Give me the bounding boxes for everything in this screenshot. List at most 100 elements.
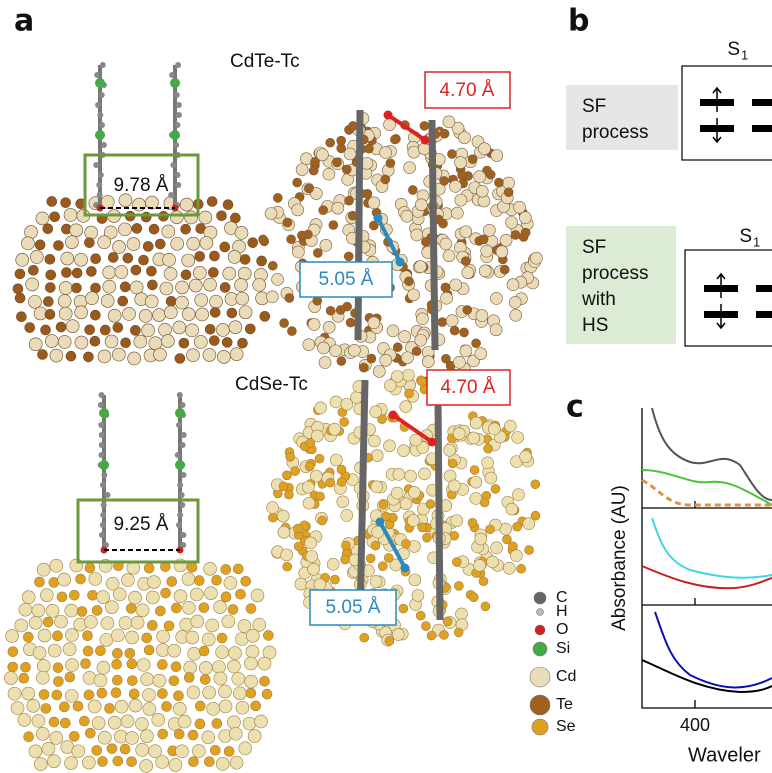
atom [175, 280, 189, 295]
atom [75, 573, 86, 585]
atom [190, 614, 205, 629]
atom [79, 715, 90, 727]
atom [221, 614, 236, 629]
atom [41, 742, 56, 756]
atom [180, 542, 187, 548]
state-box [684, 249, 772, 347]
atom [345, 317, 356, 328]
atom [201, 632, 216, 647]
atom [408, 185, 418, 195]
atom [83, 351, 94, 363]
atom [215, 645, 229, 659]
atom [100, 512, 107, 518]
atom [99, 324, 111, 336]
atom [302, 496, 316, 510]
atom [383, 439, 396, 453]
atom [203, 277, 217, 292]
atom [277, 525, 291, 539]
structure-title: CdSe-Tc [235, 374, 308, 395]
atom [82, 645, 94, 657]
atom [223, 746, 235, 757]
atom [480, 601, 491, 612]
atom [252, 278, 267, 292]
atom [98, 442, 105, 448]
atom [199, 661, 213, 675]
atom [154, 238, 166, 250]
distance-label: 9.25 Å [114, 514, 169, 535]
atom [449, 278, 462, 292]
state-subscript: 1 [741, 47, 748, 62]
atom [198, 210, 213, 225]
atom [157, 659, 168, 670]
atom [450, 514, 463, 527]
atom [172, 702, 187, 716]
atom [18, 672, 30, 684]
atom [105, 576, 120, 591]
atom [447, 149, 457, 159]
orbital [756, 311, 772, 318]
atom [310, 187, 323, 200]
atom [506, 278, 520, 292]
atom [10, 701, 25, 715]
atom [194, 700, 206, 712]
atom [49, 558, 64, 573]
atom [367, 316, 381, 330]
atom [74, 252, 88, 267]
atom [60, 197, 71, 208]
atom [449, 180, 462, 193]
atom [71, 267, 83, 279]
atom [118, 616, 133, 630]
atom [98, 452, 105, 458]
atom [247, 237, 259, 248]
atom [392, 468, 406, 481]
atom [47, 754, 61, 768]
atom [97, 172, 104, 178]
atom [74, 335, 89, 350]
atom [177, 482, 184, 488]
state-box [681, 65, 772, 161]
atom [530, 510, 541, 521]
atom [336, 495, 350, 509]
atom [478, 234, 489, 245]
atom [399, 400, 413, 413]
atom [287, 326, 297, 336]
atom [359, 362, 369, 373]
atom [93, 673, 108, 688]
atom [141, 323, 155, 338]
atom [369, 405, 383, 419]
atom [411, 589, 425, 602]
atom [313, 578, 327, 591]
atom [99, 408, 109, 418]
legend-label: Si [556, 640, 570, 657]
atom [386, 324, 400, 338]
atom [100, 294, 115, 308]
legend-swatch [532, 641, 548, 657]
callout-box [426, 369, 511, 406]
atom [45, 334, 59, 348]
legend-swatch [529, 694, 551, 716]
atom [314, 453, 325, 464]
atom [237, 337, 248, 349]
callout-box [309, 589, 397, 626]
atom [199, 674, 211, 685]
atom [229, 755, 244, 770]
atom [250, 588, 265, 603]
atom [313, 248, 323, 258]
atom [302, 480, 315, 494]
atom [29, 250, 44, 264]
distance-arrow [391, 413, 434, 444]
atom [54, 614, 68, 629]
atom [98, 392, 105, 398]
atom [167, 643, 181, 658]
axis-label: Absorbance (AU) [609, 485, 630, 631]
atom [385, 158, 396, 168]
atom [304, 183, 314, 194]
atom [326, 558, 340, 571]
atom [170, 236, 184, 251]
atom [216, 632, 228, 644]
atom [218, 684, 232, 699]
label-box [566, 226, 676, 344]
atom [284, 489, 294, 500]
atom [82, 630, 93, 642]
atom [263, 630, 274, 641]
